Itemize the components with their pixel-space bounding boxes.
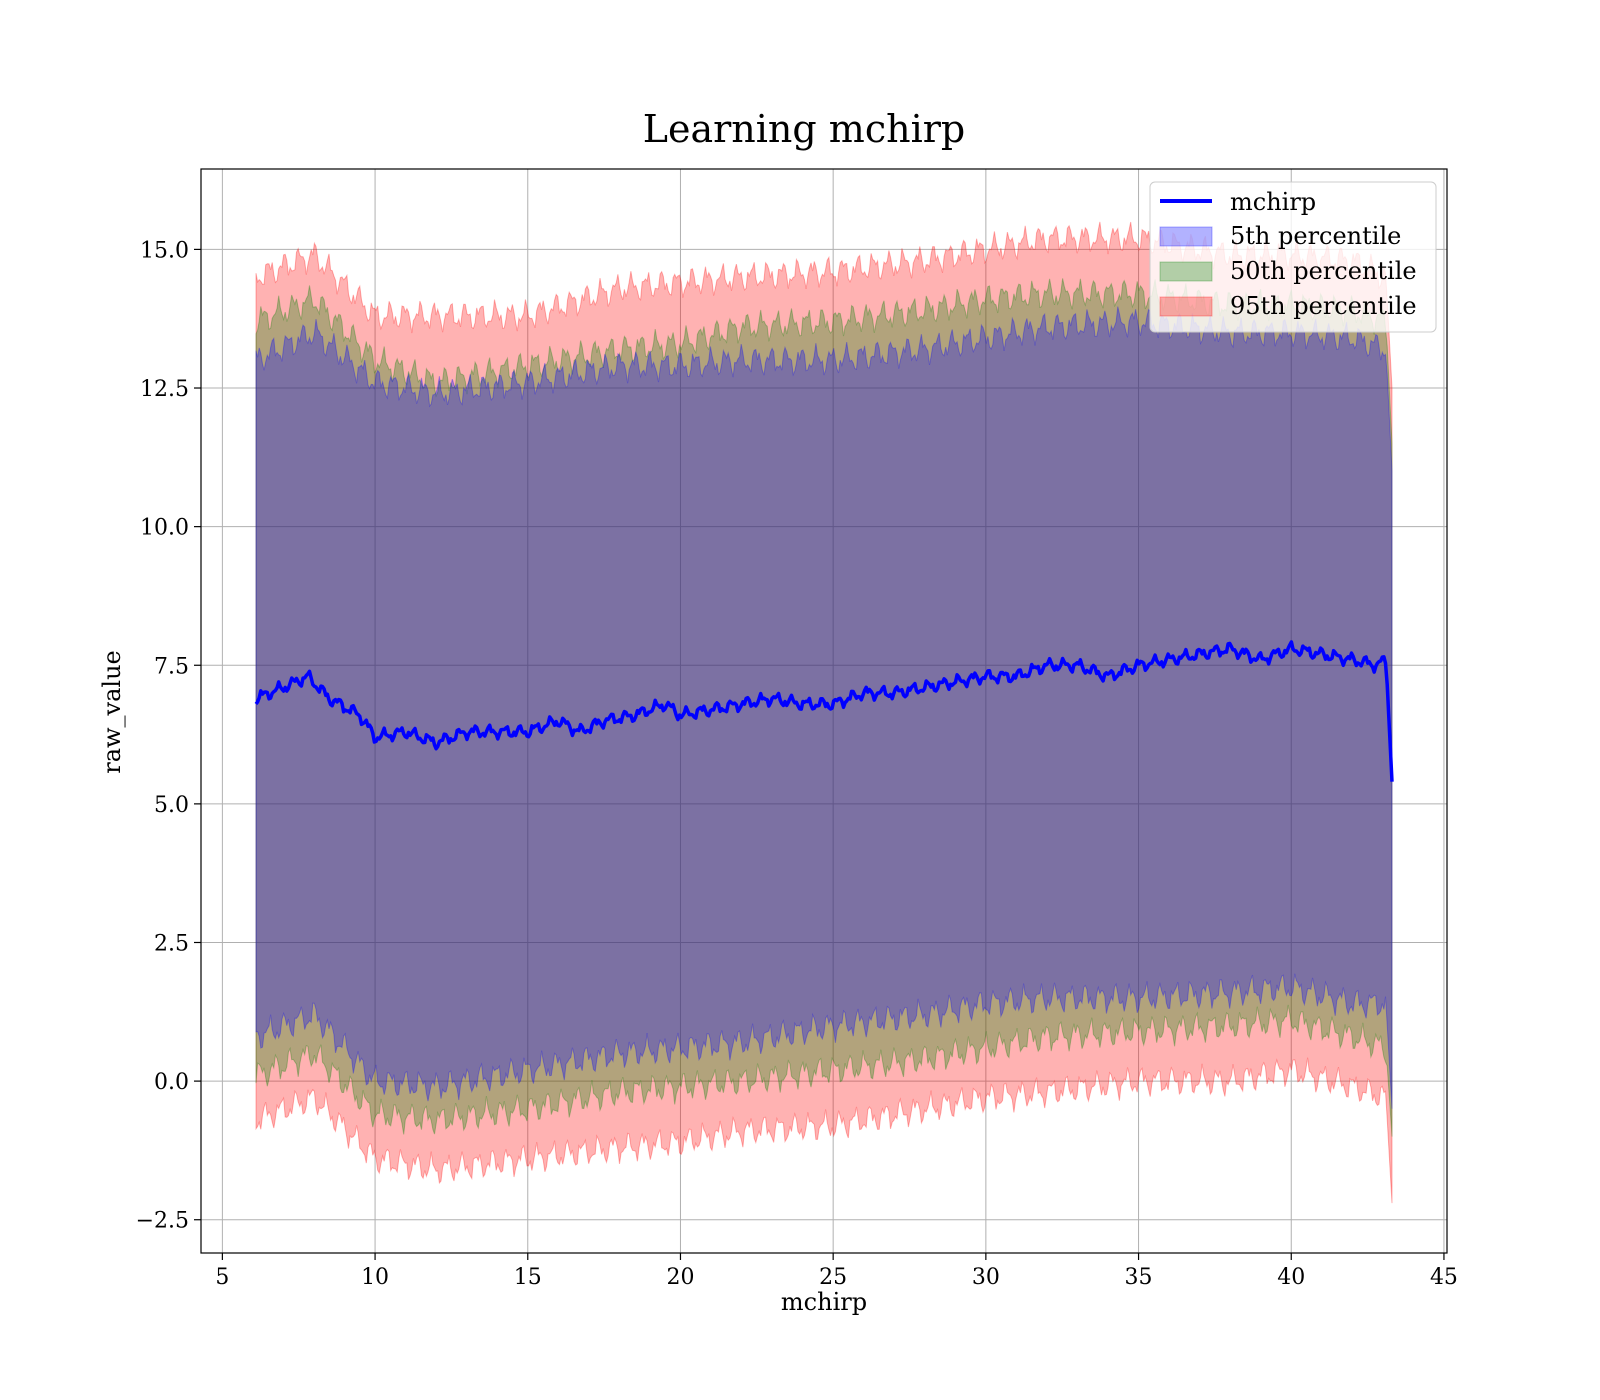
legend-box [1149, 181, 1437, 333]
plot-frame [200, 168, 1448, 1254]
x-tick-label: 25 [819, 1265, 847, 1290]
y-tick-label: 2.5 [154, 931, 189, 956]
x-axis-label: mchirp [781, 1288, 867, 1316]
legend-label-50th: 50th percentile [1230, 257, 1417, 285]
x-tick-label: 45 [1430, 1265, 1458, 1290]
y-tick-label: 7.5 [154, 654, 189, 679]
legend-label-5th: 5th percentile [1230, 222, 1401, 250]
legend-swatch-50th [1159, 261, 1213, 282]
mchirp-line [254, 640, 1394, 782]
x-tick-label: 40 [1277, 1265, 1305, 1290]
legend-swatch-5th [1159, 226, 1213, 247]
x-tick-label: 15 [514, 1265, 542, 1290]
band-5th-percentile [255, 306, 1393, 1109]
legend-label-mchirp: mchirp [1230, 188, 1316, 216]
x-axis-ticks: 5 10 15 20 25 30 35 40 45 [215, 1253, 1458, 1290]
y-tick-label: 12.5 [140, 377, 189, 402]
chart-title: Learning mchirp [643, 107, 965, 151]
y-tick-label: 5.0 [154, 793, 189, 818]
y-axis-label: raw_value [98, 650, 126, 774]
band-95th-percentile [255, 221, 1393, 1204]
x-tick-label: 5 [215, 1265, 229, 1290]
x-tick-label: 35 [1125, 1265, 1153, 1290]
percentile-bands [255, 221, 1393, 1204]
y-tick-label: −2.5 [136, 1209, 189, 1234]
x-tick-label: 30 [972, 1265, 1000, 1290]
legend: mchirp 5th percentile 50th percentile 95… [1149, 181, 1437, 333]
y-axis-ticks: −2.5 0.0 2.5 5.0 7.5 10.0 12.5 15.0 [136, 238, 201, 1234]
mchirp-line-layer [254, 640, 1394, 782]
x-tick-label: 10 [361, 1265, 389, 1290]
y-tick-label: 15.0 [140, 238, 189, 263]
x-tick-label: 20 [666, 1265, 694, 1290]
legend-swatch-95th [1159, 296, 1213, 317]
legend-label-95th: 95th percentile [1230, 292, 1417, 320]
y-tick-label: 10.0 [140, 516, 189, 541]
band-50th-percentile [255, 278, 1393, 1137]
y-tick-label: 0.0 [154, 1070, 189, 1095]
grid [201, 169, 1447, 1253]
